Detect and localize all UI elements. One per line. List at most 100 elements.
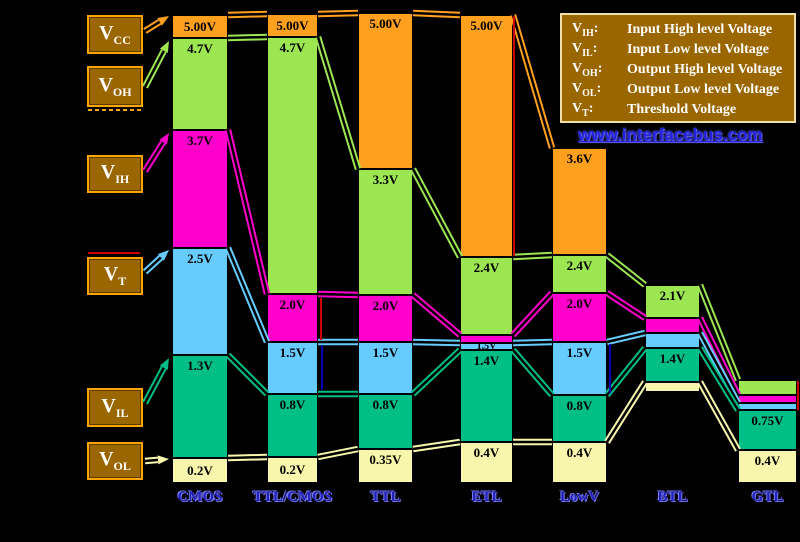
segment-value-label: 3.3V — [372, 172, 399, 187]
legend-symbol: VT: — [572, 101, 594, 119]
arrow-shaft-vol-core — [144, 458, 159, 463]
segment-vil: 1.4V — [460, 350, 513, 442]
connector-vih-ttl-etl-core — [412, 294, 461, 336]
segment-value-label: 0.4V — [566, 445, 593, 460]
segment-vt: 1.5V — [552, 342, 607, 395]
arrowhead-vol — [157, 455, 169, 465]
connector-vt-ttl-etl — [412, 338, 461, 347]
arrow-shaft-vcc — [143, 19, 162, 34]
segment-value-label: 0.35V — [369, 452, 402, 467]
connector-vih-ttl-etl — [410, 292, 463, 338]
legend-description: Output Low level Voltage — [627, 82, 780, 97]
segment-vih: 2.0V — [267, 294, 318, 342]
segment-voh: 2.4V — [552, 255, 607, 293]
segment-value-label: 4.7V — [279, 40, 306, 55]
connector-vih-etl-lowv — [510, 290, 555, 338]
connector-vcc-etl-lowv — [509, 14, 556, 149]
watermark-url: www.interfacebus.com — [578, 125, 763, 144]
connector-vcc-cmos-ttl-cmos-core — [227, 12, 268, 17]
segment-voh: 4.7V — [172, 38, 228, 130]
arrow-shaft-vcc-core — [144, 20, 161, 33]
connector-voh-etl-lowv — [512, 251, 553, 261]
connector-vil-cmos-ttl-cmos — [225, 352, 270, 397]
connector-vol-btl-gtl — [697, 380, 741, 452]
connector-vt-btl-gtl — [697, 331, 741, 405]
connector-voh-ttl-etl — [410, 167, 463, 259]
legend-description: Input High level Voltage — [627, 22, 773, 37]
segment-value-label: 2.0V — [566, 296, 593, 311]
segment-value-label: 2.1V — [659, 288, 686, 303]
connector-voh-ttl-cmos-ttl — [314, 36, 362, 170]
voltage-label-text: VIL — [101, 394, 129, 420]
connector-vt-etl-lowv-core — [512, 340, 553, 345]
family-label-btl: BTL — [657, 489, 688, 505]
segment-value-label: 0.8V — [372, 397, 399, 412]
arrow-shaft-vih-core — [143, 141, 165, 172]
connector-vih-lowv-btl — [605, 290, 647, 321]
segment-value-label: 5.00V — [369, 16, 402, 31]
segment-value-label: 1.5V — [476, 340, 497, 352]
arrowhead-vil — [159, 358, 169, 370]
segment-value-label: 2.5V — [187, 251, 213, 266]
connector-voh-ttl-etl-core — [411, 168, 462, 258]
arrowhead-voh — [159, 41, 169, 53]
legend-symbol: VOH: — [572, 61, 603, 79]
connector-vol-ttl-cmos-ttl-core — [317, 447, 359, 459]
segment-vt: 1.5V — [267, 342, 318, 394]
arrow-shaft-vt-core — [144, 256, 162, 273]
family-column-ttl-cmos: 5.00V 4.7V 2.0V 1.5V 0.8V 0.2V — [267, 0, 318, 542]
connector-vol-cmos-ttl-cmos — [227, 453, 268, 462]
segment-voh — [738, 380, 797, 395]
connector-vih-etl-lowv-core — [512, 292, 553, 336]
connector-vt-lowv-btl-core — [606, 331, 646, 344]
segment-vcc: 5.00V — [358, 13, 413, 169]
voltage-label-text: VT — [103, 263, 127, 288]
arrow-shaft-vih — [142, 140, 166, 173]
connector-vol-ttl-cmos-ttl — [317, 445, 359, 461]
segment-vt — [645, 333, 700, 348]
legend-description: Threshold Voltage — [627, 102, 737, 117]
connector-voh-btl-gtl — [696, 283, 742, 382]
segment-vt: 1.5V — [358, 342, 413, 394]
segment-value-label: 0.2V — [187, 462, 213, 478]
family-label-lowv: LowV — [559, 489, 600, 505]
family-label-etl: ETL — [471, 489, 502, 505]
segment-value-label: 5.00V — [470, 18, 503, 33]
connector-vih-lowv-btl-core — [606, 291, 646, 320]
legend-row-il: VIL: Input Low level Voltage — [562, 40, 794, 60]
segment-vol: 0.2V — [267, 457, 318, 483]
connector-vil-ttl-etl-core — [412, 349, 461, 395]
segment-value-label: 1.5V — [279, 345, 306, 360]
legend-description: Input Low level Voltage — [627, 42, 769, 57]
legend-symbol: VIH: — [572, 21, 599, 39]
connector-voh-cmos-ttl-cmos — [227, 33, 268, 42]
segment-vol: 0.2V — [172, 458, 228, 483]
connector-vil-lowv-btl-core — [606, 347, 646, 396]
connector-vcc-cmos-ttl-cmos — [227, 10, 268, 19]
connector-voh-cmos-ttl-cmos-core — [227, 35, 268, 40]
family-column-cmos: 5.00V 4.7V 3.7V 2.5V 1.3V 0.2V — [172, 0, 228, 542]
voltage-label-vol: VOL — [87, 442, 143, 480]
segment-value-label: 1.4V — [473, 353, 500, 368]
segment-value-label: 1.5V — [566, 345, 593, 360]
connector-vih-ttl-cmos-ttl-core — [317, 292, 359, 297]
segment-value-label: 2.0V — [279, 297, 306, 312]
legend-row-oh: VOH: Output High level Voltage — [562, 60, 794, 80]
segment-vih — [738, 395, 797, 403]
family-label-cmos: CMOS — [177, 489, 223, 505]
connector-vol-lowv-btl — [604, 380, 648, 444]
segment-vol: 0.4V — [738, 450, 797, 483]
segment-value-label: 5.00V — [183, 18, 217, 34]
segment-vih: 2.0V — [358, 295, 413, 342]
connector-vih-cmos-ttl-cmos-core — [226, 129, 269, 295]
family-column-lowv: 3.6V 2.4V 2.0V 1.5V 0.8V 0.4V — [552, 0, 607, 542]
arrow-shaft-vil — [142, 366, 167, 405]
connector-voh-lowv-btl — [604, 252, 648, 288]
segment-vil: 1.4V — [645, 348, 700, 382]
connector-vih-ttl-cmos-ttl — [317, 290, 359, 299]
connector-vt-lowv-btl — [606, 329, 646, 346]
connector-vcc-etl-lowv-core — [511, 14, 554, 149]
connector-vil-ttl-etl — [410, 347, 463, 397]
segment-voh: 4.7V — [267, 37, 318, 294]
